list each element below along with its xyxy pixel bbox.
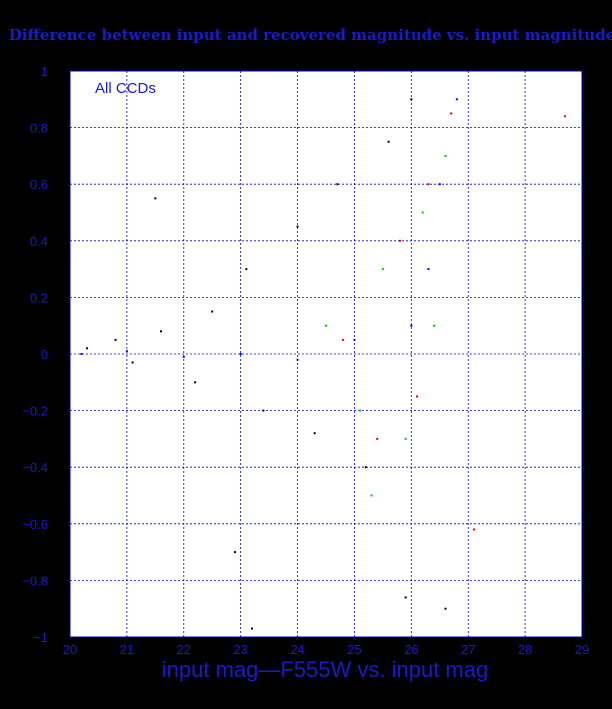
x-tick-label: 28: [518, 642, 532, 657]
x-tick-label: 20: [63, 642, 77, 657]
data-point: [472, 528, 475, 531]
x-tick-label: 23: [233, 642, 247, 657]
data-point: [313, 432, 316, 435]
data-point: [233, 551, 236, 554]
data-point: [211, 310, 214, 313]
x-tick-label: 29: [575, 642, 589, 657]
y-tick-label: 0.8: [30, 121, 48, 136]
grid-lines: [70, 71, 582, 637]
data-point: [410, 324, 413, 327]
data-point: [296, 225, 299, 228]
y-tick-label: 1: [41, 64, 48, 79]
y-tick-label: −0.2: [22, 404, 48, 419]
data-point: [125, 350, 128, 353]
data-point: [239, 353, 242, 355]
data-point: [444, 607, 447, 610]
y-tick-label: −0.6: [22, 517, 48, 532]
data-point: [381, 268, 384, 271]
data-point: [455, 98, 458, 101]
y-tick-label: −0.4: [22, 460, 48, 475]
y-tick-label: 0.2: [30, 290, 48, 305]
data-point: [370, 494, 373, 497]
data-point: [444, 154, 447, 157]
x-axis-label: input mag—F555W vs. input mag: [162, 657, 488, 682]
y-tick-label: −1: [33, 630, 48, 645]
data-point: [364, 466, 367, 469]
data-point: [325, 324, 327, 327]
x-tick-label: 21: [120, 642, 134, 657]
data-point: [182, 355, 185, 358]
data-point: [563, 115, 566, 118]
y-tick-label: 0.6: [30, 177, 48, 192]
chart-title: Difference between input and recovered m…: [9, 26, 612, 44]
data-point: [353, 338, 356, 341]
data-point: [427, 268, 430, 271]
data-point: [114, 338, 117, 341]
x-tick-label: 24: [290, 642, 304, 657]
data-point: [404, 596, 407, 599]
data-point: [296, 358, 299, 361]
data-point: [450, 112, 453, 115]
y-tick-label: −0.8: [22, 573, 48, 588]
data-point: [160, 330, 163, 333]
data-point: [131, 361, 134, 364]
data-point: [410, 98, 413, 101]
data-point: [433, 324, 436, 327]
data-point: [376, 437, 379, 440]
data-point: [80, 353, 83, 355]
data-point: [387, 140, 390, 143]
data-point: [251, 627, 254, 630]
data-point: [336, 183, 339, 186]
y-tick-label: 0: [41, 347, 48, 362]
data-point: [154, 197, 157, 200]
data-point: [86, 347, 89, 350]
y-tick-label: 0.4: [30, 234, 48, 249]
data-point: [416, 395, 419, 398]
data-point: [438, 183, 441, 186]
x-tick-label: 26: [404, 642, 418, 657]
data-point: [194, 381, 197, 384]
data-point: [404, 437, 407, 440]
data-point: [245, 268, 248, 271]
data-point: [427, 183, 430, 186]
data-point: [262, 409, 265, 412]
data-point: [342, 338, 345, 341]
x-tick-label: 25: [347, 642, 361, 657]
x-tick-label: 27: [461, 642, 475, 657]
data-point: [421, 211, 424, 214]
data-point: [398, 239, 401, 242]
data-points: [80, 98, 566, 630]
tick-labels: 20 21 22 23 24 25 26 27 28 29 −1 −0.8 −0.6 −0.4 −0.2 0 0…: [22, 64, 589, 657]
x-tick-label: 22: [177, 642, 191, 657]
data-point: [359, 409, 362, 412]
annotation-all-ccds: All CCDs: [95, 80, 156, 97]
